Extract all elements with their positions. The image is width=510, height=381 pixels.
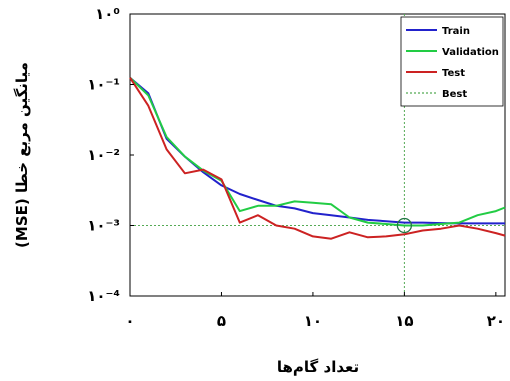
y-tick-label: ۱۰⁻⁴ xyxy=(87,287,120,305)
y-axis-label: میانگین مربع خطا (MSE) xyxy=(13,62,31,248)
x-tick-label: ۲۰ xyxy=(487,312,505,330)
x-tick-label: ۱۵ xyxy=(395,312,413,330)
series-line-validation xyxy=(129,76,506,227)
best-reference-lines xyxy=(130,14,505,296)
best-marker xyxy=(396,217,413,234)
legend-label-train: Train xyxy=(442,26,470,37)
series-line-test xyxy=(129,77,506,240)
legend-label-validation: Validation xyxy=(442,47,499,58)
x-tick-label: ۰ xyxy=(125,312,134,330)
y-tick-label: ۱۰⁰ xyxy=(95,5,120,23)
x-tick-label: ۱۰ xyxy=(304,312,322,330)
series-lines xyxy=(129,76,506,240)
y-tick-label: ۱۰⁻¹ xyxy=(87,76,120,94)
y-tick-label: ۱۰⁻² xyxy=(87,146,120,164)
legend: Train Validation Test Best xyxy=(400,16,504,107)
legend-label-test: Test xyxy=(442,68,465,79)
y-axis-ticks: ۱۰⁰ ۱۰⁻¹ ۱۰⁻² ۱۰⁻³ ۱۰⁻⁴ xyxy=(87,5,134,305)
best-point-circle xyxy=(396,217,413,234)
legend-label-best: Best xyxy=(442,89,467,100)
x-axis-ticks: ۰ ۵ ۱۰ ۱۵ ۲۰ xyxy=(125,292,505,330)
y-tick-label: ۱۰⁻³ xyxy=(87,217,120,235)
x-tick-label: ۵ xyxy=(217,312,226,330)
legend-box xyxy=(400,16,504,107)
x-axis-label: تعداد گام‌ها xyxy=(277,358,359,376)
